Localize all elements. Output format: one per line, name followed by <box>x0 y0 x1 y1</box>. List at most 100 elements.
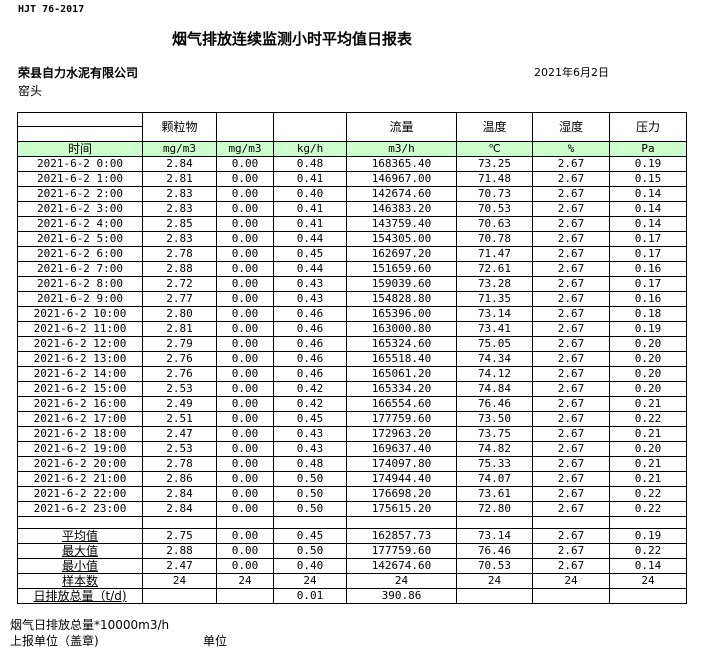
cell: 0.45 <box>273 528 347 544</box>
cell: 73.61 <box>456 486 533 502</box>
cell: 2.67 <box>532 321 610 337</box>
cell <box>609 516 687 529</box>
cell: 2.88 <box>142 261 217 277</box>
table-row-label: 2021-6-2 19:00 <box>17 441 143 457</box>
table-row-label: 2021-6-2 7:00 <box>17 261 143 277</box>
cell: 0.14 <box>609 201 687 217</box>
cell: 70.53 <box>456 558 533 574</box>
cell: 0.17 <box>609 231 687 247</box>
cell: 75.05 <box>456 336 533 352</box>
cell: 174944.40 <box>346 471 457 487</box>
report-date: 2021年6月2日 <box>534 66 609 79</box>
cell: 0.00 <box>216 501 274 517</box>
cell: 177759.60 <box>346 411 457 427</box>
cell: 0.00 <box>216 381 274 397</box>
cell: 0.19 <box>609 321 687 337</box>
cell: 165334.20 <box>346 381 457 397</box>
cell: 175615.20 <box>346 501 457 517</box>
cell: 0.00 <box>216 291 274 307</box>
cell: 0.17 <box>609 276 687 292</box>
cell <box>532 516 610 529</box>
table-row-label: 2021-6-2 16:00 <box>17 396 143 412</box>
table-row: 2021-6-2 10:00 2.80 0.00 0.46 165396.00 73.14… <box>17 306 687 322</box>
source-name: 窑头 <box>18 84 43 98</box>
cell: 0.44 <box>273 261 347 277</box>
cell: 0.40 <box>273 558 347 574</box>
cell: 0.22 <box>609 486 687 502</box>
cell: 2.67 <box>532 216 610 232</box>
cell: 165396.00 <box>346 306 457 322</box>
cell: 390.86 <box>346 588 457 604</box>
cell: 0.00 <box>216 528 274 544</box>
cell: 0.45 <box>273 246 347 262</box>
table-row: 2021-6-2 17:00 2.51 0.00 0.45 177759.60 73.50… <box>17 411 687 427</box>
table-row-label: 2021-6-2 15:00 <box>17 381 143 397</box>
cell: 湿度 <box>532 112 610 142</box>
table-row: 2021-6-2 4:00 2.85 0.00 0.41 143759.40 70.63 2… <box>17 216 687 232</box>
cell: 70.73 <box>456 186 533 202</box>
cell: 174097.80 <box>346 456 457 472</box>
cell: 0.21 <box>609 456 687 472</box>
summary-row: 平均值 2.75 0.00 0.45 162857.73 73.14 2.67 0.19 <box>17 528 687 544</box>
table-row-label: 2021-6-2 17:00 <box>17 411 143 427</box>
table-row: 2021-6-2 15:00 2.53 0.00 0.42 165334.20 74.84… <box>17 381 687 397</box>
cell: 0.00 <box>216 543 274 559</box>
cell <box>216 112 274 142</box>
company-name: 荣县自力水泥有限公司 <box>18 66 139 80</box>
cell: 0.41 <box>273 201 347 217</box>
cell: 0.42 <box>273 381 347 397</box>
cell: 0.00 <box>216 486 274 502</box>
cell: 0.19 <box>609 528 687 544</box>
cell: 0.00 <box>216 171 274 187</box>
footer-note: 烟气日排放总量*10000m3/h <box>10 618 170 632</box>
cell <box>273 516 347 529</box>
cell: 2.86 <box>142 471 217 487</box>
cell: 2.67 <box>532 291 610 307</box>
blank-row <box>17 516 687 529</box>
cell: 0.00 <box>216 186 274 202</box>
blank-row-label <box>17 516 143 529</box>
cell: 2.67 <box>532 261 610 277</box>
cell: 2.53 <box>142 441 217 457</box>
cell: 0.00 <box>216 396 274 412</box>
cell: 颗粒物 <box>142 112 217 142</box>
cell: 0.50 <box>273 501 347 517</box>
table-row: 2021-6-2 20:00 2.78 0.00 0.48 174097.80 75.33… <box>17 456 687 472</box>
cell: 0.42 <box>273 396 347 412</box>
cell: 2.67 <box>532 486 610 502</box>
cell: 2.77 <box>142 291 217 307</box>
cell: 2.84 <box>142 156 217 172</box>
table-row: 2021-6-2 9:00 2.77 0.00 0.43 154828.80 71.35 2… <box>17 291 687 307</box>
cell: 2.67 <box>532 201 610 217</box>
table-row-label: 2021-6-2 14:00 <box>17 366 143 382</box>
table-row-label: 2021-6-2 11:00 <box>17 321 143 337</box>
cell: 0.00 <box>216 261 274 277</box>
cell: 2.47 <box>142 558 217 574</box>
cell: 0.00 <box>216 246 274 262</box>
cell: 146967.00 <box>346 171 457 187</box>
cell: 154305.00 <box>346 231 457 247</box>
cell: 165518.40 <box>346 351 457 367</box>
table-row: 2021-6-2 22:00 2.84 0.00 0.50 176698.20 73.61… <box>17 486 687 502</box>
cell: 72.61 <box>456 261 533 277</box>
cell: 0.50 <box>273 543 347 559</box>
cell: 24 <box>346 573 457 589</box>
cell: 0.16 <box>609 261 687 277</box>
cell: 2.81 <box>142 321 217 337</box>
cell <box>456 516 533 529</box>
cell: 2.49 <box>142 396 217 412</box>
table-row-label: 2021-6-2 6:00 <box>17 246 143 262</box>
table-row-label: 2021-6-2 4:00 <box>17 216 143 232</box>
table-row: 2021-6-2 11:00 2.81 0.00 0.46 163000.80 73.41… <box>17 321 687 337</box>
summary-row: 样本数 24 24 24 24 24 24 24 <box>17 573 687 589</box>
cell: 2.79 <box>142 336 217 352</box>
cell: 71.48 <box>456 171 533 187</box>
cell: 0.00 <box>216 558 274 574</box>
cell: 0.46 <box>273 351 347 367</box>
cell <box>532 588 610 604</box>
cell: 72.80 <box>456 501 533 517</box>
footer-stamp: 上报单位（盖章) <box>10 634 99 648</box>
cell: % <box>532 141 610 157</box>
column-header-row: 颗粒物 流量 温度 湿度 压力 <box>17 112 687 142</box>
table-row: 2021-6-2 14:00 2.76 0.00 0.46 165061.20 74.12… <box>17 366 687 382</box>
